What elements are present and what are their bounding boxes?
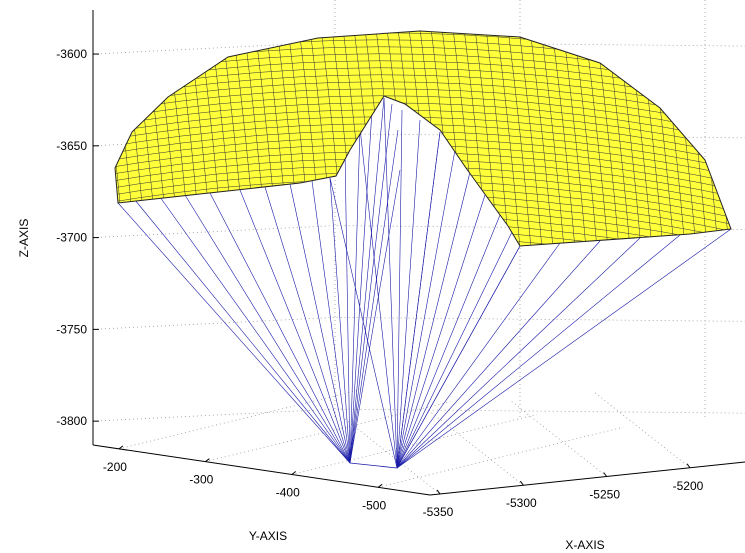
suspension-line [397,246,520,468]
y-tick-label: -400 [276,485,300,499]
suspension-line [384,98,397,468]
z-tick-label: -3800 [56,414,87,428]
mesh-line [100,236,740,275]
suspension-line [135,200,350,463]
chart: -3600 -3650 -3700 -3750 -3800 -200 -300 -400 -50… [0,0,745,553]
x-tick [520,481,523,485]
suspension-line [397,235,680,468]
y-tick [205,459,209,462]
x-tick [604,472,607,476]
y-axis [93,445,430,495]
y-tick-label: -200 [103,460,127,474]
grid-line [345,419,440,494]
mesh-line [727,20,745,260]
suspension-line [397,110,402,468]
y-tick [119,446,123,449]
x-tick-label: -5300 [506,496,537,510]
suspension-line [397,120,420,468]
suspension-line [312,181,350,463]
z-tick-label: -3600 [56,47,87,61]
mesh-line [738,20,745,260]
suspension-line [118,203,350,463]
y-axis-label: Y-AXIS [249,529,287,543]
x-tick-label: -5350 [423,505,454,519]
suspension-line [397,232,512,468]
suspension-line [397,215,500,468]
y-tick [378,484,382,487]
y-tick [292,471,296,474]
y-tick-label: -500 [362,498,386,512]
mesh-line [100,20,125,260]
x-tick [687,464,690,468]
suspension-line [350,463,397,468]
suspension-line [397,195,485,468]
z-tick-label: -3750 [56,322,87,336]
suspension-line [185,195,350,463]
z-tick-label: -3700 [56,231,87,245]
suspension-line [350,98,384,463]
z-tick-label: -3650 [56,139,87,153]
x-tick [437,490,440,494]
grid-line [428,410,523,485]
suspension-line [210,193,350,463]
suspension-line [345,150,350,463]
grid-line [512,401,607,476]
suspension-line [397,150,455,468]
suspension-line [265,187,350,463]
suspension-line [350,104,392,463]
x-axis-label: X-AXIS [565,538,604,552]
z-axis-label: Z-AXIS [17,219,31,258]
y-tick-label: -300 [189,473,213,487]
suspension-line [397,241,600,468]
grid-line [93,317,745,329]
grid-line [93,409,745,421]
suspension-line [397,238,640,468]
mesh-line [100,243,740,282]
x-tick-label: -5200 [673,479,704,493]
canopy [100,20,745,282]
grid-line [595,393,690,468]
x-tick-label: -5250 [589,487,620,501]
suspension-line [350,110,372,463]
